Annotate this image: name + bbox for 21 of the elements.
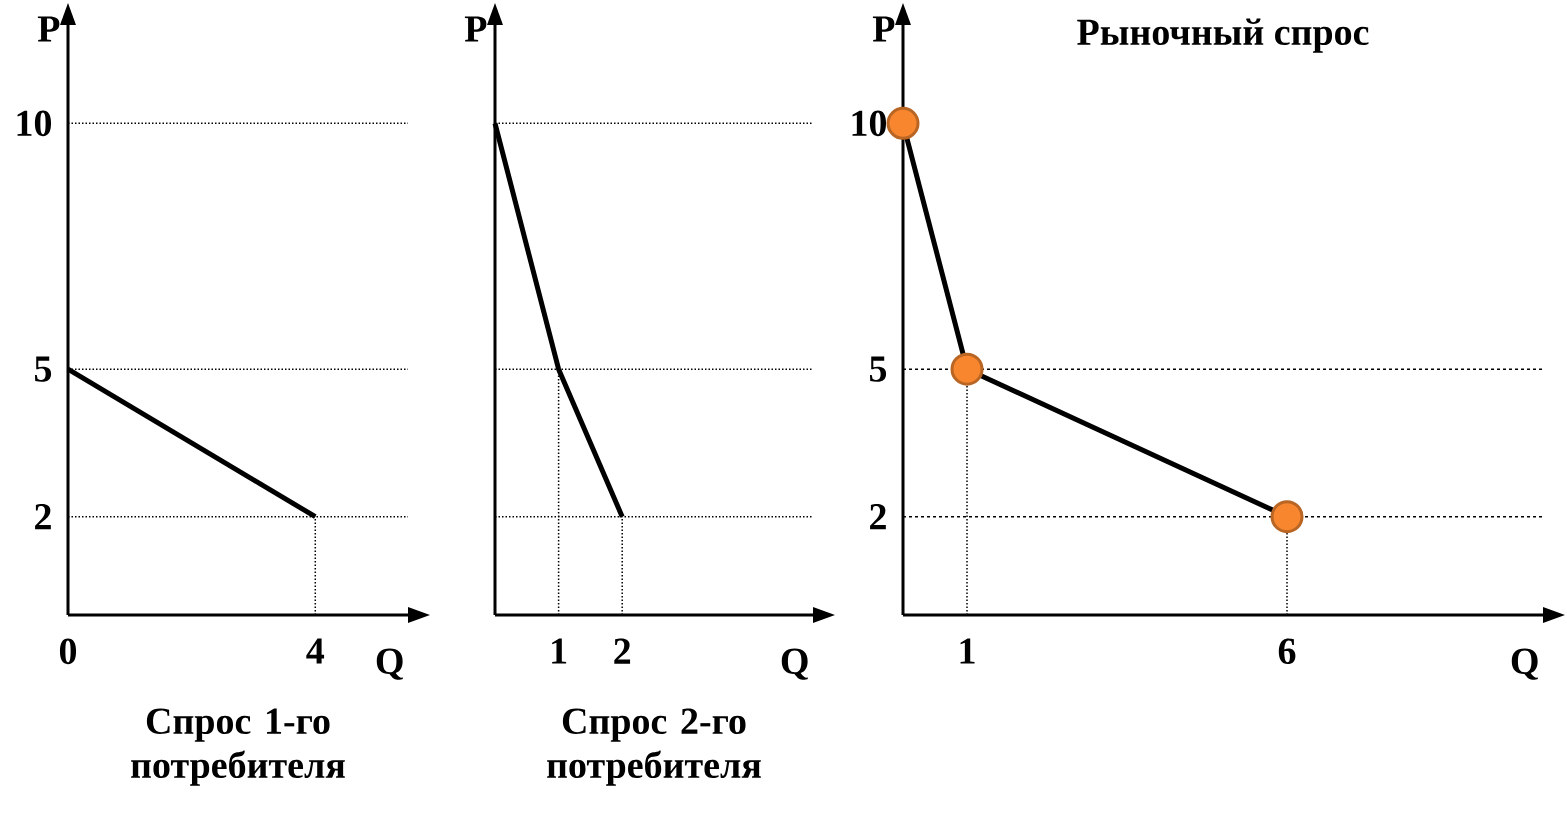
text: Спрос 1-го потребителя [131,708,345,786]
text: Спрос 2-го потребителя [547,708,761,786]
x-tick-label: 1 [960,638,975,664]
x-axis-title: Q [781,648,808,680]
y-axis-title: P [872,16,895,42]
y-tick-label: 5 [34,356,52,382]
y-tick-label: 5 [870,356,887,382]
y-axis-title: P [464,16,487,42]
y-tick-label: 10 [17,110,52,137]
x-tick-label: 1 [552,638,567,664]
x-tick-label: 0 [59,638,77,665]
x-tick-label: 4 [306,638,325,664]
y-tick-label: 2 [870,504,886,530]
x-tick-label: 2 [614,638,631,664]
y-tick-label: 10 [852,110,887,137]
x-axis-title: Q [1511,648,1538,680]
y-axis-title: P [37,16,60,42]
x-axis-title: Q [376,648,403,680]
chart-title: Рыночный спрос [1077,18,1369,53]
x-tick-label: 6 [1278,638,1296,665]
y-tick-label: 2 [35,504,51,530]
